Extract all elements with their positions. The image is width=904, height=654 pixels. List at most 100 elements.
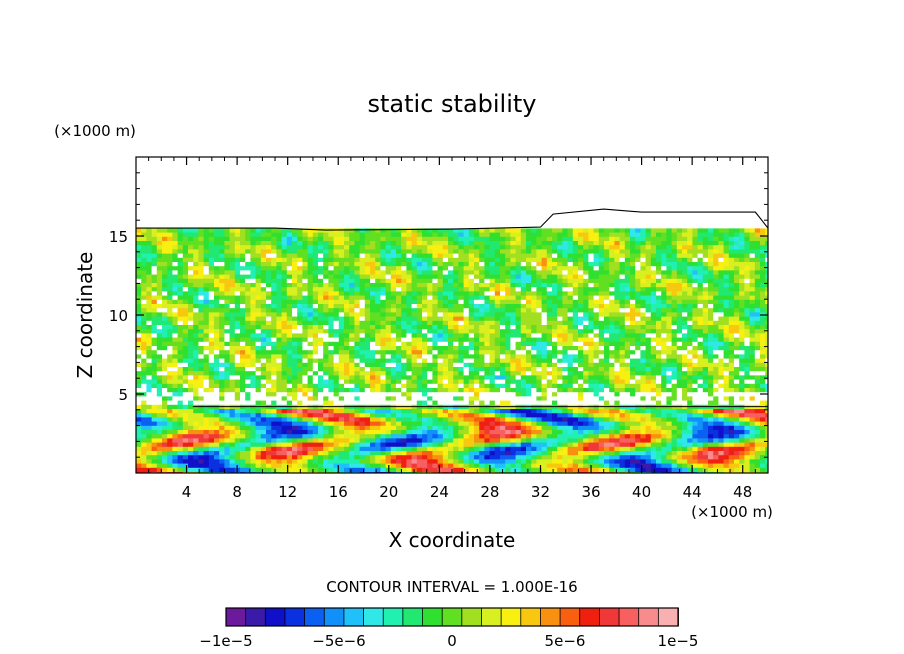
- field-cell: [344, 241, 350, 246]
- field-cell: [510, 354, 516, 359]
- field-cell: [682, 308, 688, 313]
- field-cell: [692, 228, 698, 233]
- field-cell: [318, 270, 324, 275]
- field-cell: [630, 329, 636, 334]
- field-cell: [146, 341, 152, 347]
- field-cell: [328, 312, 334, 317]
- field-cell: [422, 350, 428, 355]
- field-cell: [479, 383, 485, 389]
- field-cell: [416, 228, 423, 233]
- field-cell: [546, 329, 553, 334]
- field-cell: [286, 346, 293, 351]
- field-cell: [333, 362, 340, 368]
- field-cell: [635, 371, 641, 376]
- field-cell: [364, 262, 371, 267]
- field-cell: [198, 278, 204, 284]
- field-cell: [718, 320, 724, 326]
- field-cell: [500, 316, 506, 322]
- field-cell: [661, 295, 667, 301]
- field-cell: [702, 236, 709, 242]
- field-cell: [359, 367, 366, 372]
- field-cell: [177, 367, 184, 372]
- field-cell: [510, 278, 516, 284]
- field-cell: [349, 346, 355, 351]
- field-cell: [562, 367, 568, 372]
- field-cell: [219, 308, 225, 313]
- field-cell: [333, 341, 340, 347]
- field-cell: [302, 253, 308, 259]
- field-cell: [416, 253, 423, 259]
- field-cell: [182, 379, 189, 385]
- field-cell: [333, 232, 340, 238]
- field-cell: [458, 341, 464, 347]
- field-cell: [557, 228, 563, 233]
- field-cell: [515, 329, 522, 334]
- field-cell: [713, 350, 719, 355]
- field-cell: [578, 274, 584, 280]
- field-cell: [650, 299, 657, 305]
- field-cell: [307, 375, 314, 380]
- field-cell: [302, 270, 308, 275]
- field-cell: [552, 304, 558, 309]
- field-cell: [765, 253, 768, 259]
- field-cell: [609, 241, 615, 246]
- field-cell: [515, 295, 522, 301]
- field-cell: [552, 287, 558, 292]
- field-cell: [692, 362, 698, 368]
- field-cell: [333, 287, 340, 292]
- field-cell: [526, 337, 532, 343]
- field-cell: [156, 249, 163, 254]
- field-cell: [208, 358, 215, 364]
- field-cell: [146, 274, 152, 280]
- field-cell: [229, 274, 236, 280]
- field-cell: [760, 320, 766, 326]
- field-cell: [177, 287, 184, 292]
- field-cell: [614, 346, 620, 351]
- field-cell: [749, 253, 756, 259]
- field-cell: [458, 241, 464, 246]
- field-cell: [656, 236, 662, 242]
- field-cell: [494, 388, 501, 393]
- field-cell: [442, 253, 449, 259]
- field-cell: [645, 249, 652, 254]
- field-cell: [198, 295, 204, 301]
- field-cell: [723, 320, 730, 326]
- field-cell: [234, 329, 241, 334]
- field-cell: [406, 308, 412, 313]
- field-cell: [630, 299, 636, 305]
- field-cell: [167, 354, 173, 359]
- field-cell: [271, 367, 277, 372]
- field-cell: [427, 320, 433, 326]
- field-cell: [510, 266, 516, 271]
- field-cell: [302, 278, 308, 284]
- field-cell: [167, 388, 173, 393]
- field-cell: [572, 392, 579, 397]
- field-cell: [458, 379, 464, 385]
- field-cell: [193, 354, 199, 359]
- field-cell: [396, 383, 402, 389]
- field-cell: [609, 337, 615, 343]
- field-cell: [416, 232, 423, 238]
- field-cell: [292, 337, 298, 343]
- field-cell: [245, 346, 251, 351]
- field-cell: [588, 316, 594, 322]
- field-cell: [526, 278, 532, 284]
- field-cell: [349, 316, 355, 322]
- field-cell: [728, 270, 735, 275]
- field-cell: [281, 236, 288, 242]
- field-cell: [520, 262, 527, 267]
- field-cell: [687, 333, 693, 338]
- field-cell: [162, 333, 168, 338]
- field-cell: [266, 362, 272, 368]
- field-cell: [630, 308, 636, 313]
- field-cell: [515, 396, 522, 401]
- field-cell: [271, 236, 277, 242]
- field-cell: [489, 367, 496, 372]
- field-cell: [479, 291, 485, 296]
- field-cell: [162, 278, 168, 284]
- field-cell: [229, 257, 236, 263]
- field-cell: [734, 274, 740, 280]
- field-cell: [572, 367, 579, 372]
- field-cell: [286, 295, 293, 301]
- field-cell: [682, 379, 688, 385]
